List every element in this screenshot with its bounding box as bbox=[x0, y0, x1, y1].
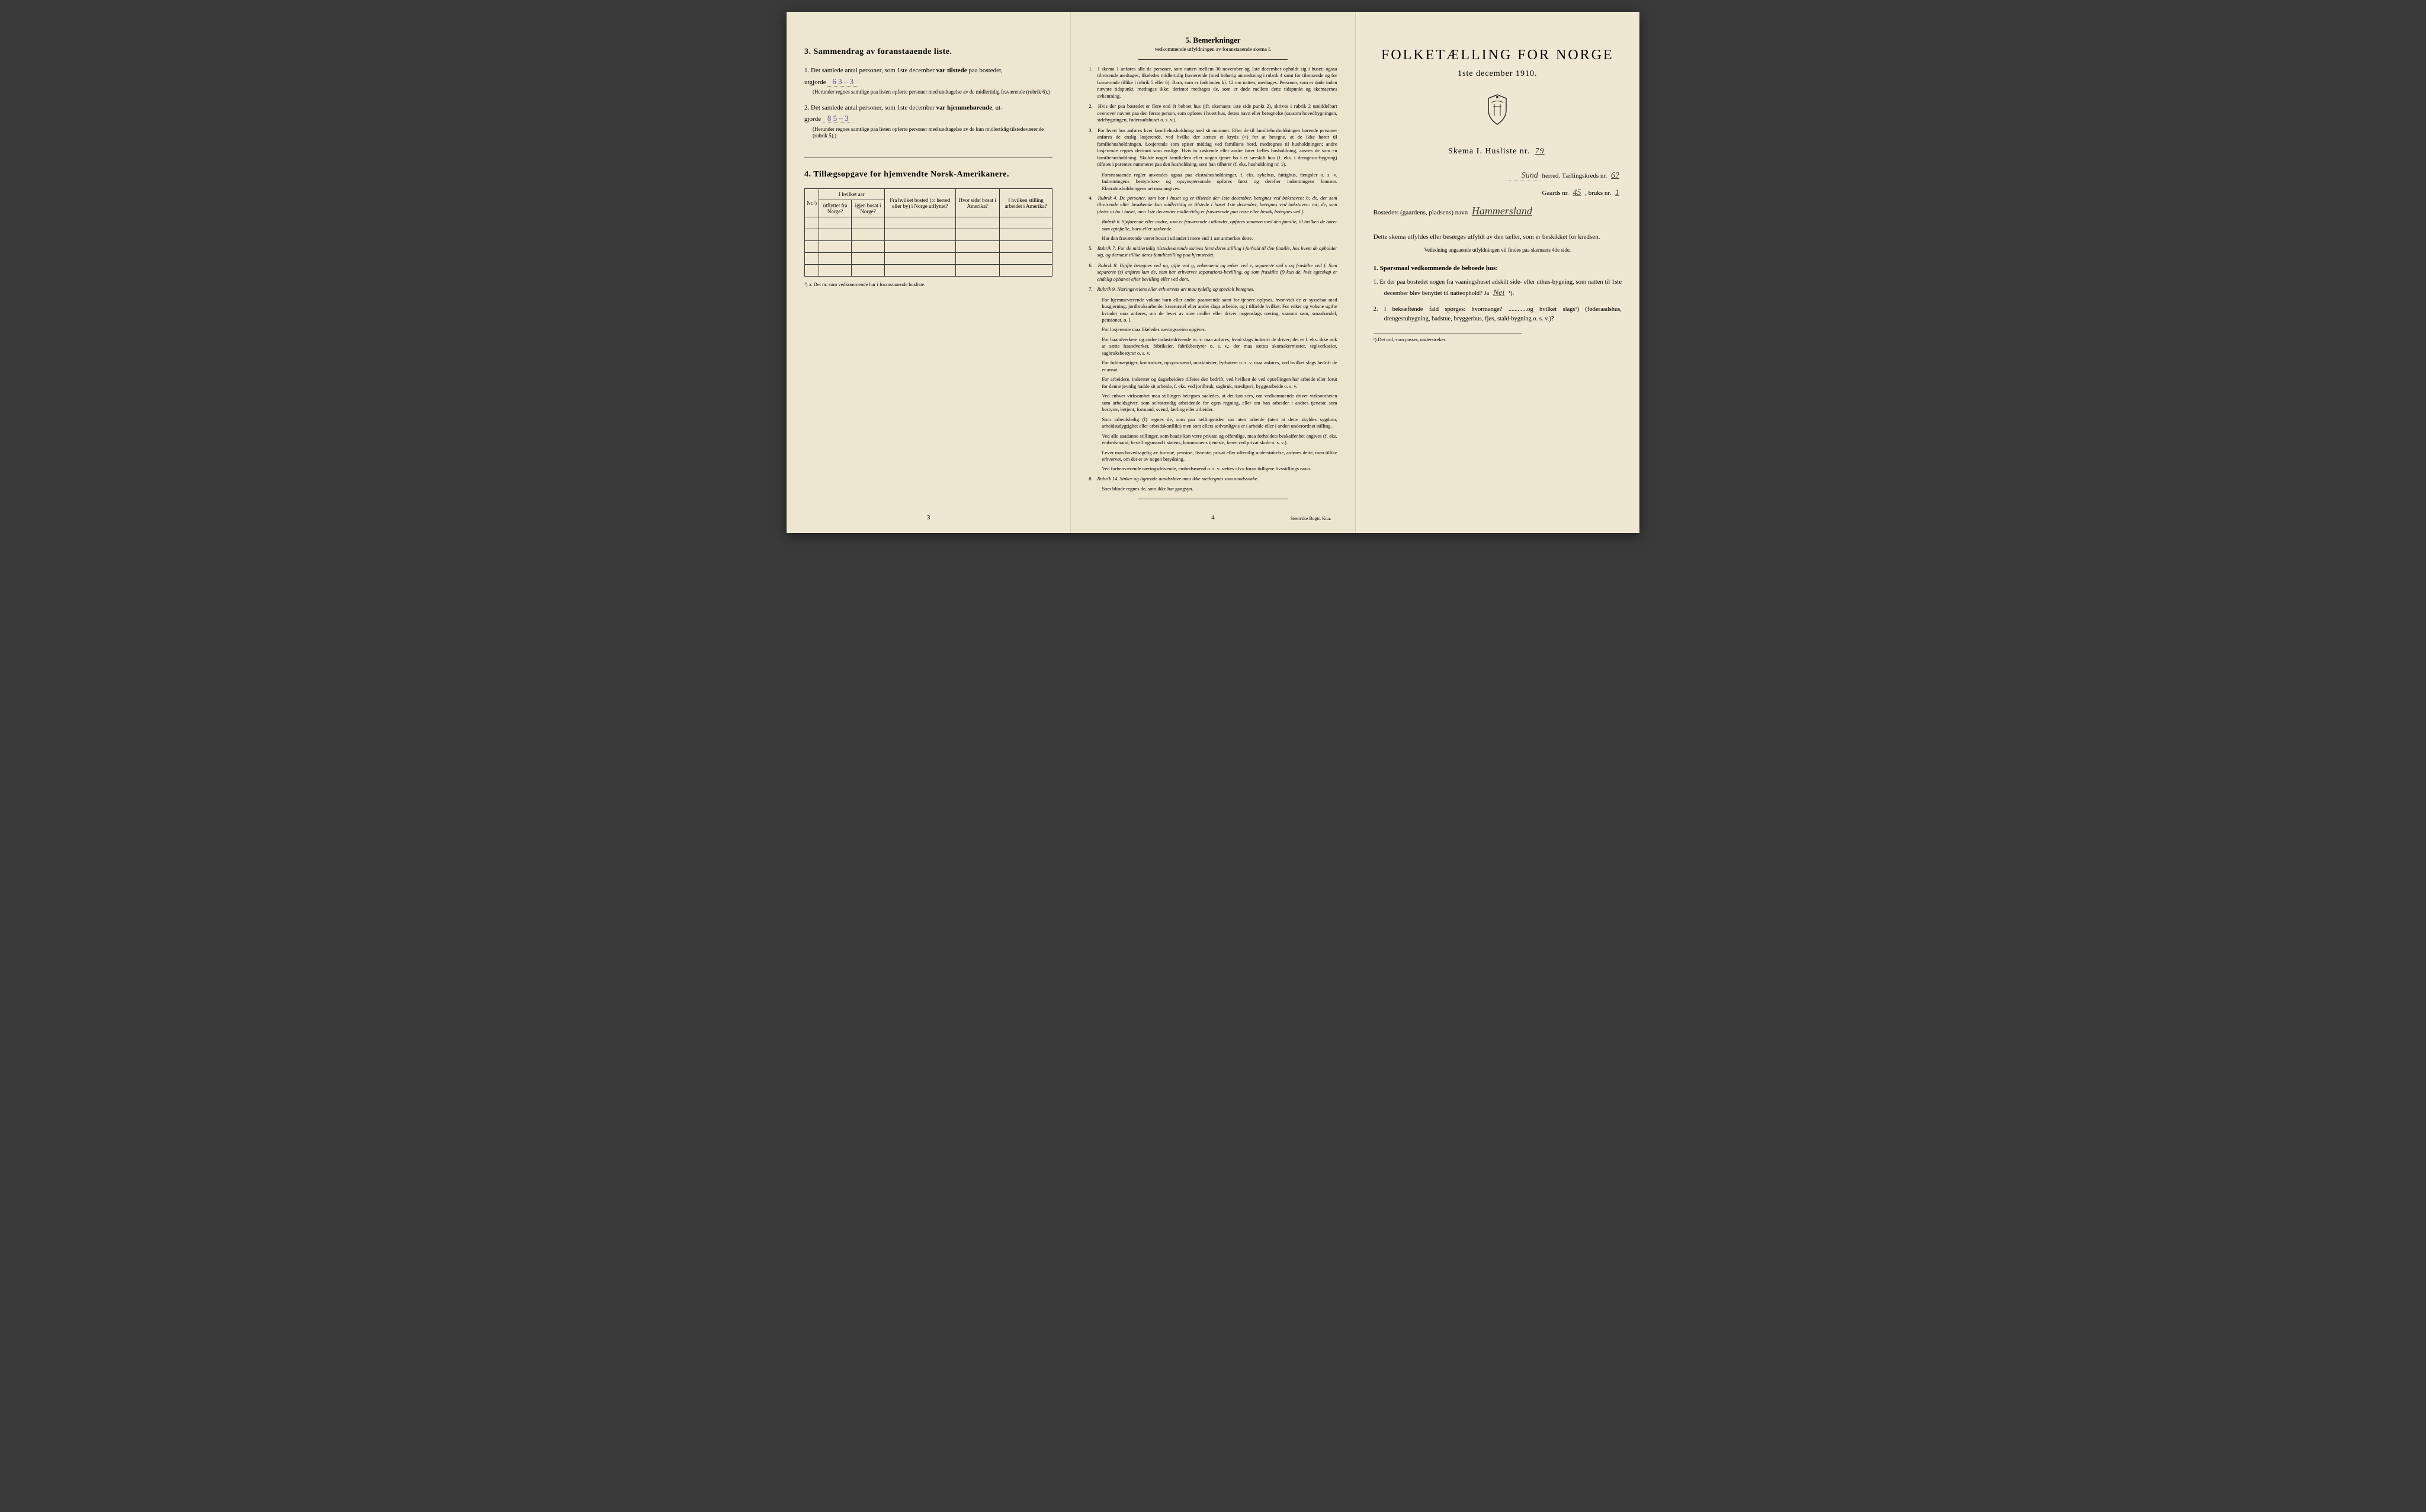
remark-4: 4. Rubrik 4. De personer, som bor i huse… bbox=[1089, 195, 1337, 215]
table-row bbox=[805, 241, 1052, 253]
remark-7-sub: For arbeidere, inderster og dagarbeidere… bbox=[1089, 376, 1337, 390]
remark-3: 3. For hvert hus anføres hver familiehus… bbox=[1089, 127, 1337, 168]
table-row bbox=[805, 229, 1052, 241]
table-row bbox=[805, 265, 1052, 277]
question-1: 1. Er der paa bostedet nogen fra vaaning… bbox=[1374, 278, 1622, 300]
remark-4-extra2: Har den fraværende været bosat i utlande… bbox=[1089, 235, 1337, 242]
printer-mark: Steen'ske Bogtr. Kr.a. bbox=[1290, 516, 1331, 521]
table-footnote: ¹) ɔ: Det nr. som vedkommende har i fora… bbox=[804, 281, 1052, 287]
remark-7-sub: Lever man hovedsagelig av formue, pensio… bbox=[1089, 450, 1337, 463]
remark-7-sub: Som arbeidsledig (l) regnes de, som paa … bbox=[1089, 416, 1337, 430]
herred-value: Sund bbox=[1505, 171, 1541, 181]
kreds-nr: 6? bbox=[1609, 171, 1622, 180]
remark-7: 7. Rubrik 9. Næringsveiens eller erhverv… bbox=[1089, 286, 1337, 293]
section-5-subtitle: vedkommende utfyldningen av foranstaaend… bbox=[1089, 46, 1337, 52]
remark-8: 8. Rubrik 14. Sinker og lignende aandssl… bbox=[1089, 476, 1337, 482]
q1-answer: Nei bbox=[1491, 288, 1507, 297]
instruction-text: Dette skema utfyldes eller besørges utfy… bbox=[1374, 232, 1622, 242]
hjemmehorende-count: 8 5 – 3 bbox=[823, 114, 853, 123]
col-utflyttet: utflyttet fra Norge? bbox=[819, 200, 851, 217]
item2-note: (Herunder regnes samtlige paa listen opf… bbox=[804, 126, 1052, 140]
main-title: FOLKETÆLLING FOR NORGE bbox=[1374, 47, 1622, 63]
panel-remarks: 5. Bemerkninger vedkommende utfyldningen… bbox=[1071, 12, 1355, 533]
footnote: ¹) Det ord, som passer, understrekes. bbox=[1374, 333, 1523, 342]
col-stilling: I hvilken stilling arbeidet i Amerika? bbox=[999, 189, 1052, 217]
col-hvor: Hvor sidst bosat i Amerika? bbox=[955, 189, 999, 217]
remark-2: 2. Hvis der paa bostedet er flere end ét… bbox=[1089, 103, 1337, 123]
item1-note: (Herunder regnes samtlige paa listen opf… bbox=[804, 89, 1052, 96]
gaards-line: Gaards nr. 45 , bruks nr. 1 bbox=[1374, 188, 1622, 198]
divider bbox=[1138, 59, 1288, 60]
col-nr: Nr.¹) bbox=[805, 189, 819, 217]
remark-3-extra: Foranstaaende regler anvendes ogsaa paa … bbox=[1089, 172, 1337, 192]
summary-item-1: 1. Det samlede antal personer, som 1ste … bbox=[804, 66, 1052, 96]
herred-line: Sund herred. Tællingskreds nr. 6? bbox=[1374, 171, 1622, 181]
census-document: 3. Sammendrag av foranstaaende liste. 1.… bbox=[787, 12, 1639, 533]
col-aar: I hvilket aar bbox=[819, 189, 884, 200]
panel-summary: 3. Sammendrag av foranstaaende liste. 1.… bbox=[787, 12, 1071, 533]
table-row bbox=[805, 217, 1052, 229]
remark-5: 5. Rubrik 7. For de midlertidig tilstede… bbox=[1089, 245, 1337, 259]
instruction-small: Veiledning angaaende utfyldningen vil fi… bbox=[1374, 247, 1622, 253]
question-2: 2. I bekræftende fald spørges: hvormange… bbox=[1374, 305, 1622, 324]
remark-1: 1. I skema 1 anføres alle de personer, s… bbox=[1089, 66, 1337, 99]
page-number-3: 3 bbox=[927, 514, 930, 521]
gaards-nr: 45 bbox=[1570, 188, 1583, 197]
skema-line: Skema I. Husliste nr. 79 bbox=[1374, 147, 1622, 156]
remark-7-sub: For losjerende maa likeledes næringsveie… bbox=[1089, 326, 1337, 333]
bruks-nr: 1 bbox=[1613, 188, 1622, 197]
col-fra: Fra hvilket bosted (ɔ: herred eller by) … bbox=[884, 189, 955, 217]
remark-7-sub: Ved alle saadanne stillinger, som baade … bbox=[1089, 433, 1337, 447]
tillegg-table: Nr.¹) I hvilket aar Fra hvilket bosted (… bbox=[804, 188, 1052, 277]
remark-7-sub: For fuldmægtiger, kontorister, opsynsmæn… bbox=[1089, 359, 1337, 373]
remark-7-sub: For hjemmeværende voksne barn eller andr… bbox=[1089, 297, 1337, 324]
section-4-title: 4. Tillægsopgave for hjemvendte Norsk-Am… bbox=[804, 170, 1052, 179]
panel-cover: FOLKETÆLLING FOR NORGE 1ste december 191… bbox=[1356, 12, 1639, 533]
remark-7-sub: Ved forhenværende næringsdrivende, embed… bbox=[1089, 466, 1337, 472]
summary-item-2: 2. Det samlede antal personer, som 1ste … bbox=[804, 103, 1052, 140]
tilstede-count: 6 3 – 3 bbox=[827, 77, 858, 86]
remarks-list: 1. I skema 1 anføres alle de personer, s… bbox=[1089, 66, 1337, 168]
bosted-value: Hammersland bbox=[1469, 205, 1535, 217]
table-row bbox=[805, 253, 1052, 265]
husliste-nr: 79 bbox=[1533, 147, 1547, 156]
question-heading: 1. Spørsmaal vedkommende de beboede hus: bbox=[1374, 265, 1622, 272]
page-number-4: 4 bbox=[1211, 514, 1215, 521]
section-5-title: 5. Bemerkninger bbox=[1089, 36, 1337, 45]
coat-of-arms-icon bbox=[1374, 94, 1622, 132]
remark-7-sub: For haandverkere og andre industridriven… bbox=[1089, 336, 1337, 357]
bosted-line: Bostedets (gaardens, pladsens) navn Hamm… bbox=[1374, 205, 1622, 217]
col-igjen: igjen bosat i Norge? bbox=[852, 200, 885, 217]
remark-7-sub: Ved enhver virksomhet maa stillingen bet… bbox=[1089, 393, 1337, 413]
remark-4-extra1: Rubrik 6. Sjøfarende eller andre, som er… bbox=[1089, 219, 1337, 232]
remark-6: 6. Rubrik 8. Ugifte betegnes ved ug, gif… bbox=[1089, 262, 1337, 283]
section-3-title: 3. Sammendrag av foranstaaende liste. bbox=[804, 47, 1052, 57]
remark-8-extra: Som blinde regnes de, som ikke har gangs… bbox=[1089, 486, 1337, 492]
main-date: 1ste december 1910. bbox=[1374, 69, 1622, 79]
